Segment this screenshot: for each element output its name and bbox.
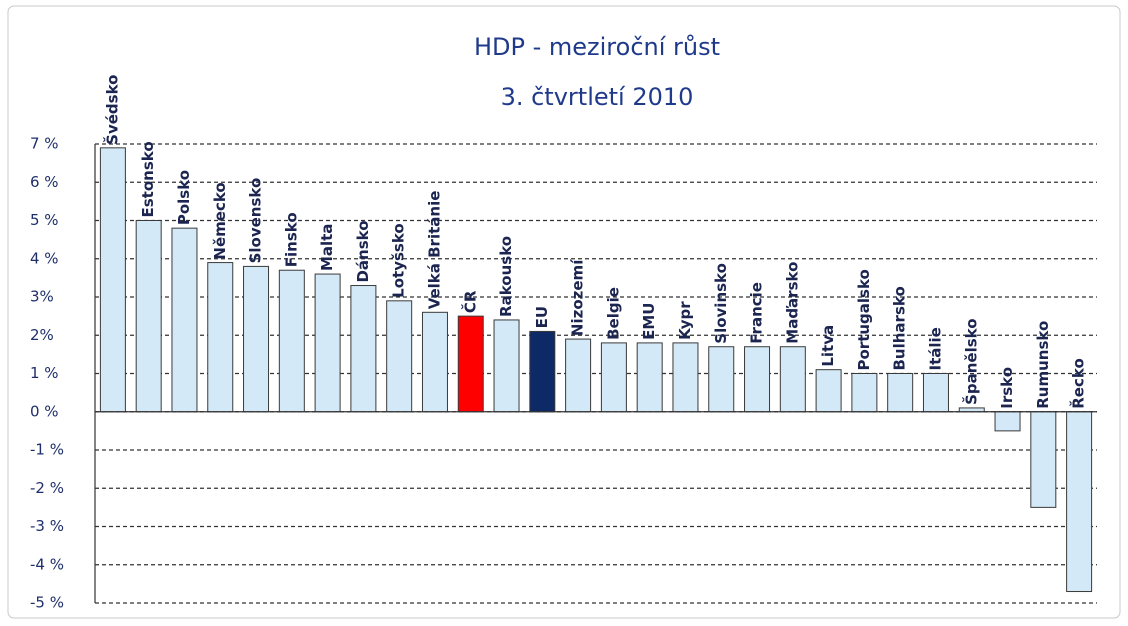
x-tick-label: Rakousko bbox=[497, 236, 515, 317]
x-tick-label: Polsko bbox=[175, 170, 193, 225]
bar bbox=[99, 147, 126, 413]
x-tick-label: Velká Británie bbox=[425, 191, 443, 310]
x-tick-label: Portugalsko bbox=[855, 269, 873, 370]
x-tick-label: Rumunsko bbox=[1034, 321, 1052, 409]
bar bbox=[421, 311, 448, 413]
bar bbox=[529, 330, 556, 413]
bar bbox=[565, 338, 592, 413]
x-tick-label: Maďarsko bbox=[783, 262, 801, 344]
bar bbox=[278, 269, 305, 413]
y-tick-label: -1 % bbox=[30, 441, 64, 459]
bar bbox=[350, 285, 377, 413]
x-tick-label: Bulharsko bbox=[891, 286, 909, 370]
chart-title: HDP - meziroční růst bbox=[474, 33, 720, 61]
bar bbox=[636, 342, 663, 413]
y-tick-label: 0 % bbox=[30, 402, 59, 420]
y-tick-label: 2% bbox=[30, 326, 54, 344]
x-tick-label: Švédsko bbox=[102, 75, 121, 145]
y-tick-label: 6 % bbox=[30, 173, 59, 191]
x-tick-label: EU bbox=[533, 306, 551, 328]
bar bbox=[851, 373, 878, 413]
bar bbox=[171, 227, 198, 413]
y-tick-label: -4 % bbox=[30, 555, 64, 573]
x-tick-label: Německo bbox=[211, 182, 229, 259]
bar bbox=[708, 346, 735, 413]
x-tick-label: Francie bbox=[748, 282, 766, 344]
chart-subtitle: 3. čtvrtletí 2010 bbox=[501, 83, 694, 111]
bar bbox=[672, 342, 699, 413]
bar bbox=[779, 346, 806, 413]
bar bbox=[243, 265, 270, 413]
bar bbox=[493, 319, 520, 413]
bar bbox=[386, 300, 413, 413]
x-tick-label: Itálie bbox=[926, 327, 944, 370]
bar bbox=[994, 411, 1021, 432]
bar bbox=[1066, 411, 1093, 593]
y-tick-label: 4 % bbox=[30, 249, 59, 267]
bar bbox=[135, 220, 162, 413]
x-tick-label: Irsko bbox=[998, 367, 1016, 409]
y-tick-label: 7 % bbox=[30, 135, 59, 153]
x-tick-label: Nizozemí bbox=[569, 259, 587, 336]
bar bbox=[744, 346, 771, 413]
x-tick-label: Kypr bbox=[676, 301, 694, 340]
chart-border bbox=[7, 5, 1121, 619]
x-tick-label: EMU bbox=[640, 303, 658, 340]
x-tick-label: Španělsko bbox=[961, 318, 980, 404]
x-tick-label: Řecko bbox=[1069, 358, 1088, 409]
y-tick-label: -3 % bbox=[30, 517, 64, 535]
y-tick-label: -5 % bbox=[30, 594, 64, 612]
bar bbox=[600, 342, 627, 413]
x-tick-label: Belgie bbox=[604, 287, 622, 340]
y-tick-label: -2 % bbox=[30, 479, 64, 497]
x-tick-label: Estonsko bbox=[139, 141, 157, 217]
bar bbox=[922, 373, 949, 413]
bar bbox=[815, 369, 842, 413]
x-tick-label: Slovensko bbox=[247, 178, 265, 264]
bar bbox=[207, 262, 234, 413]
bar bbox=[1030, 411, 1057, 508]
x-tick-label: Malta bbox=[318, 224, 336, 271]
x-tick-label: Finsko bbox=[282, 212, 300, 267]
x-tick-label: Litva bbox=[819, 325, 837, 367]
y-tick-label: 5 % bbox=[30, 211, 59, 229]
bar bbox=[887, 373, 914, 413]
y-tick-label: 3% bbox=[30, 288, 54, 306]
bar bbox=[457, 315, 484, 413]
bar bbox=[314, 273, 341, 413]
x-tick-label: Lotyšsko bbox=[390, 223, 408, 298]
x-tick-label: Dánsko bbox=[354, 220, 372, 282]
x-tick-label: Slovinsko bbox=[712, 263, 730, 344]
x-tick-label: ČR bbox=[460, 290, 479, 313]
y-tick-label: 1 % bbox=[30, 364, 59, 382]
